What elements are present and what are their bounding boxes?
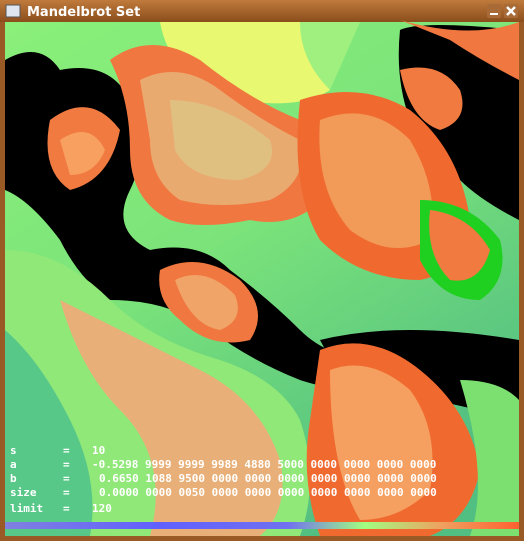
window-icon <box>5 4 21 18</box>
fractal-image <box>5 20 519 536</box>
info-sep: = <box>63 472 70 485</box>
info-sep: = <box>63 502 70 515</box>
info-sep: = <box>63 486 70 499</box>
palette-strip <box>5 522 519 529</box>
info-overlay: s = 10 a = -0.5298 9999 9999 9989 4880 5… <box>10 444 437 515</box>
info-label: a <box>10 458 17 471</box>
info-label: s <box>10 444 17 457</box>
info-value: 120 <box>92 502 112 515</box>
info-label: b <box>10 472 17 485</box>
info-value: -0.5298 9999 9999 9989 4880 5000 0000 00… <box>92 458 436 471</box>
info-label: size <box>10 486 37 499</box>
title-bar <box>0 0 524 22</box>
info-sep: = <box>63 458 70 471</box>
minimize-button[interactable] <box>487 4 501 18</box>
window-title: Mandelbrot Set <box>27 5 140 20</box>
info-sep: = <box>63 444 70 457</box>
info-value: 0.0000 0000 0050 0000 0000 0000 0000 000… <box>99 486 437 499</box>
info-value: 0.6650 1088 9500 0000 0000 0000 0000 000… <box>99 472 437 485</box>
info-value: 10 <box>92 444 105 457</box>
info-label: limit <box>10 502 43 515</box>
